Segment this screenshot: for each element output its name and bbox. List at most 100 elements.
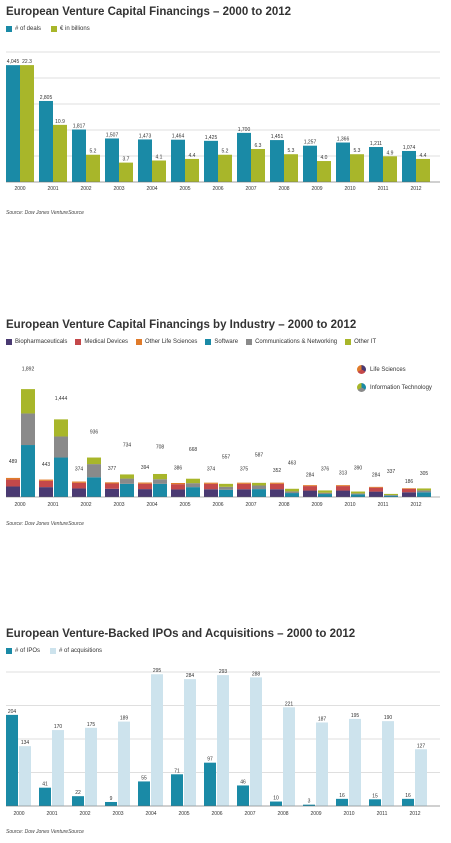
legend-biopharma: Biopharmaceuticals [6, 339, 67, 345]
tick-label-year: 2005 [179, 186, 190, 192]
chart2-legend: Biopharmaceuticals Medical Devices Other… [6, 339, 376, 345]
bar-deals [171, 139, 185, 182]
tick-label-year: 2011 [377, 811, 388, 817]
bar-deals [402, 150, 416, 182]
bar-ipos [171, 774, 183, 806]
bar-deals [270, 140, 284, 182]
bar-segment-life-sciences [72, 488, 86, 497]
legend-euros-label: € in billions [60, 26, 90, 32]
bar-euros [383, 156, 397, 182]
data-label-life-sciences: 394 [141, 465, 150, 471]
bar-euros [152, 160, 166, 182]
bar-segment-it [186, 487, 200, 497]
bar-segment-it [21, 445, 35, 497]
data-label-ipos: 9 [110, 796, 113, 802]
legend-biopharma-label: Biopharmaceuticals [15, 339, 68, 345]
tick-label-year: 2009 [310, 811, 321, 817]
bar-deals [138, 139, 152, 182]
life-sciences-pie-icon [357, 365, 366, 374]
bar-euros [317, 161, 331, 182]
data-label-deals: 2,805 [40, 95, 53, 101]
tick-label-year: 2004 [145, 811, 156, 817]
legend-otherit-label: Other IT [354, 339, 377, 345]
tick-label-year: 2011 [378, 186, 389, 192]
data-label-euros: 4.0 [321, 155, 328, 161]
bar-segment-life-sciences [105, 482, 119, 484]
bar-acquisitions [250, 677, 262, 806]
tick-label-year: 2003 [113, 186, 124, 192]
bar-segment-life-sciences [171, 482, 185, 485]
legend-meddevices: Medical Devices [75, 339, 128, 345]
bar-euros [53, 124, 67, 182]
data-label-life-sciences: 377 [108, 466, 117, 472]
data-label-life-sciences: 352 [273, 468, 282, 474]
data-label-deals: 1,211 [370, 141, 382, 147]
data-label-deals: 1,425 [205, 135, 218, 141]
bar-segment-it [87, 464, 101, 478]
legend-otherit-swatch [345, 339, 352, 345]
bar-segment-life-sciences [204, 483, 218, 490]
data-label-acquisitions: 175 [87, 722, 96, 728]
bar-segment-it [252, 485, 266, 490]
bar-segment-life-sciences [6, 479, 20, 487]
chart1-source: Source: Dow Jones VentureSource [6, 210, 84, 216]
data-label-ipos: 204 [8, 709, 17, 715]
bar-acquisitions [382, 721, 394, 806]
chart1-legend: # of deals € in billions [6, 26, 90, 32]
tick-label-year: 2003 [113, 502, 124, 508]
bar-segment-it [153, 473, 167, 480]
tick-label-year: 2003 [112, 811, 123, 817]
bar-segment-life-sciences [204, 482, 218, 484]
bar-deals [369, 147, 383, 182]
bar-acquisitions [349, 718, 361, 806]
chart3-panel: European Venture-Backed IPOs and Acquisi… [0, 622, 451, 843]
bar-segment-life-sciences [171, 489, 185, 497]
bar-segment-life-sciences [72, 481, 86, 483]
bar-segment-it [186, 483, 200, 488]
bar-ipos [369, 799, 381, 806]
data-label-euros: 10.9 [55, 119, 65, 125]
data-label-it: 936 [90, 429, 99, 435]
bar-segment-it [153, 483, 167, 497]
bar-euros [416, 158, 430, 182]
tick-label-year: 2008 [278, 502, 289, 508]
data-label-acquisitions: 284 [186, 673, 195, 679]
legend-comms-label: Communications & Networking [255, 339, 338, 345]
tick-label-year: 2006 [212, 186, 223, 192]
bar-segment-it [21, 413, 35, 446]
pie-legend-it: Information Technology [357, 383, 432, 392]
tick-label-year: 2006 [211, 811, 222, 817]
bar-segment-life-sciences [237, 482, 251, 484]
data-label-life-sciences: 313 [339, 470, 348, 476]
data-label-euros: 5.2 [90, 149, 97, 155]
legend-otherit: Other IT [345, 339, 376, 345]
information-technology-pie-icon [357, 383, 366, 392]
bar-deals [6, 65, 20, 182]
chart2-panel: European Venture Capital Financings by I… [0, 313, 451, 538]
bar-ipos [402, 798, 414, 806]
bar-segment-it [252, 482, 266, 486]
bar-ipos [237, 785, 249, 806]
data-label-life-sciences: 443 [42, 462, 51, 468]
legend-comms-swatch [246, 339, 253, 345]
chart1-panel: European Venture Capital Financings – 20… [0, 0, 451, 230]
legend-comms: Communications & Networking [246, 339, 337, 345]
data-label-ipos: 3 [308, 799, 311, 805]
tick-label-year: 2012 [410, 186, 421, 192]
legend-meddevices-swatch [75, 339, 82, 345]
bar-segment-life-sciences [39, 479, 53, 481]
bar-segment-it [318, 490, 332, 493]
data-label-it: 587 [255, 452, 264, 458]
data-label-ipos: 55 [141, 775, 147, 781]
data-label-it: 1,444 [55, 396, 68, 402]
bar-segment-it [285, 488, 299, 492]
tick-label-year: 2009 [311, 502, 322, 508]
bar-deals [72, 129, 86, 182]
tick-label-year: 2011 [378, 502, 389, 508]
chart2-pie-legend: Life Sciences Information Technology [357, 365, 432, 392]
bar-ipos [303, 804, 315, 806]
bar-euros [20, 65, 34, 182]
data-label-life-sciences: 386 [174, 466, 183, 472]
bar-segment-life-sciences [204, 489, 218, 497]
pie-legend-ls: Life Sciences [357, 365, 432, 374]
